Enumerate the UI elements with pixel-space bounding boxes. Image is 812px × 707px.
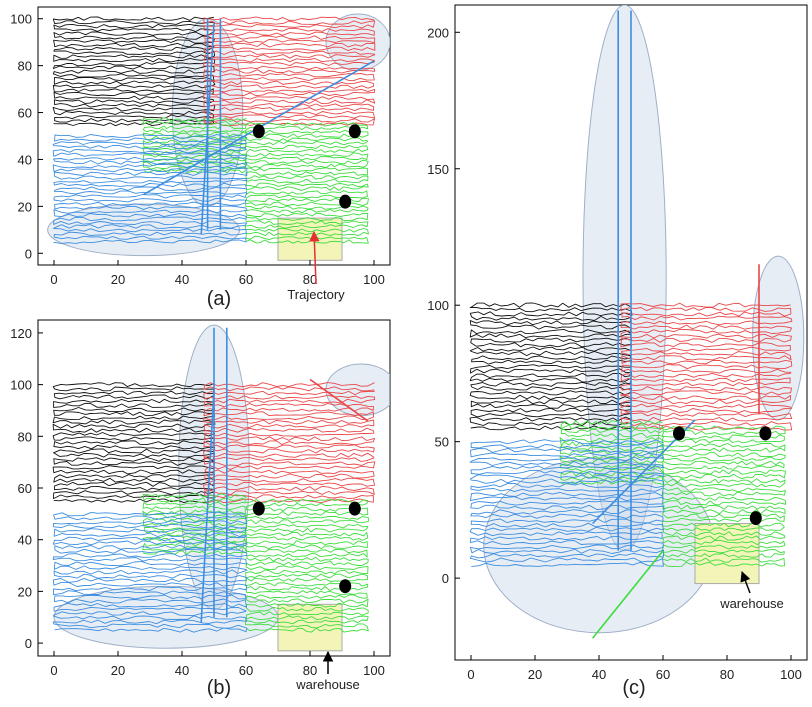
warehouse-arrow-c (740, 571, 751, 594)
y-tick-label-5: 100 (10, 378, 32, 393)
y-tick-label-1: 20 (18, 584, 32, 599)
x-tick-label-5: 100 (363, 272, 385, 287)
x-tick-label-0: 0 (50, 663, 57, 678)
trajectory-green-2 (661, 425, 787, 568)
y-tick-label-2: 40 (18, 533, 32, 548)
trajectory-red-1 (203, 382, 376, 504)
y-tick-label-3: 60 (18, 481, 32, 496)
x-tick-label-1: 20 (111, 272, 125, 287)
plot-area (469, 5, 805, 639)
x-tick-label-4: 80 (303, 272, 317, 287)
y-tick-label-4: 80 (18, 59, 32, 74)
panel-c: 0 20 40 60 80 100 0 50 100 150 200 (427, 4, 808, 682)
y-tick-label-4: 200 (427, 25, 449, 40)
outlier-red-3 (309, 378, 369, 422)
trajectory-blue-4 (52, 133, 248, 244)
plot-area (47, 13, 390, 261)
y-tick-label-0: 0 (25, 246, 32, 261)
x-tick-label-5: 100 (363, 663, 385, 678)
x-tick-label-2: 40 (175, 272, 189, 287)
panel-a-label: (a) (207, 288, 231, 310)
x-tick-label-3: 60 (239, 663, 253, 678)
trajectory-blue-4 (469, 439, 665, 568)
x-tick-label-3: 60 (656, 667, 670, 682)
x-tick-label-0: 0 (50, 272, 57, 287)
y-tick-label-4: 80 (18, 429, 32, 444)
trajectory-arrow (309, 230, 320, 285)
panel-c-label: (c) (622, 677, 645, 699)
x-tick-label-1: 20 (528, 667, 542, 682)
panel-a: 0 20 40 60 80 100 0 20 40 60 80 100 (10, 6, 391, 287)
y-tick-label-0: 0 (442, 571, 449, 586)
x-tick-label-4: 80 (720, 667, 734, 682)
robot-marker-0 (673, 426, 685, 441)
x-tick-label-2: 40 (592, 667, 606, 682)
x-tick-label-4: 80 (303, 663, 317, 678)
y-tick-label-2: 40 (18, 152, 32, 167)
x-tick-label-3: 60 (239, 272, 253, 287)
robot-marker-0 (252, 501, 265, 516)
x-tick-label-2: 40 (175, 663, 189, 678)
x-tick-label-1: 20 (111, 663, 125, 678)
trajectory-black-0 (469, 302, 633, 431)
trajectory-green-3 (142, 493, 248, 556)
highlight-ellipse-1 (752, 255, 805, 421)
y-tick-label-6: 120 (10, 326, 32, 341)
trajectory-black-0 (52, 16, 216, 127)
warehouse-annotation-b: warehouse (295, 677, 360, 692)
outlier-blue-3 (200, 23, 215, 235)
robot-marker-1 (348, 124, 361, 139)
warehouse-annotation-c: warehouse (719, 596, 784, 611)
outlier-blue-2 (200, 389, 215, 623)
y-tick-label-1: 50 (435, 435, 449, 450)
y-tick-label-2: 100 (427, 298, 449, 313)
y-tick-label-3: 60 (18, 106, 32, 121)
robot-marker-2 (339, 194, 352, 209)
y-tick-label-0: 0 (25, 636, 32, 651)
panel-b: 0 20 40 60 80 100 0 20 40 60 80 100 120 (10, 319, 391, 678)
trajectory-green-2 (244, 122, 369, 244)
outlier-green-4 (591, 550, 664, 639)
robot-marker-0 (252, 124, 265, 139)
panel-b-label: (b) (207, 677, 231, 699)
robot-marker-1 (759, 426, 772, 441)
x-tick-label-0: 0 (467, 667, 474, 682)
plot-area (52, 324, 390, 652)
y-tick-label-1: 20 (18, 199, 32, 214)
trajectory-green-2 (244, 498, 369, 633)
robot-marker-1 (348, 501, 361, 516)
trajectory-blue-4 (52, 511, 248, 633)
x-tick-label-5: 100 (780, 667, 802, 682)
trajectory-red-1 (620, 302, 793, 431)
y-tick-label-3: 150 (427, 162, 449, 177)
robot-marker-2 (749, 511, 762, 526)
trajectory-red-1 (202, 16, 376, 127)
trajectory-black-0 (52, 382, 216, 504)
robot-marker-2 (339, 579, 352, 594)
warehouse-area (277, 603, 343, 652)
trajectory-annotation: Trajectory (287, 287, 345, 302)
y-tick-label-5: 100 (10, 12, 32, 27)
